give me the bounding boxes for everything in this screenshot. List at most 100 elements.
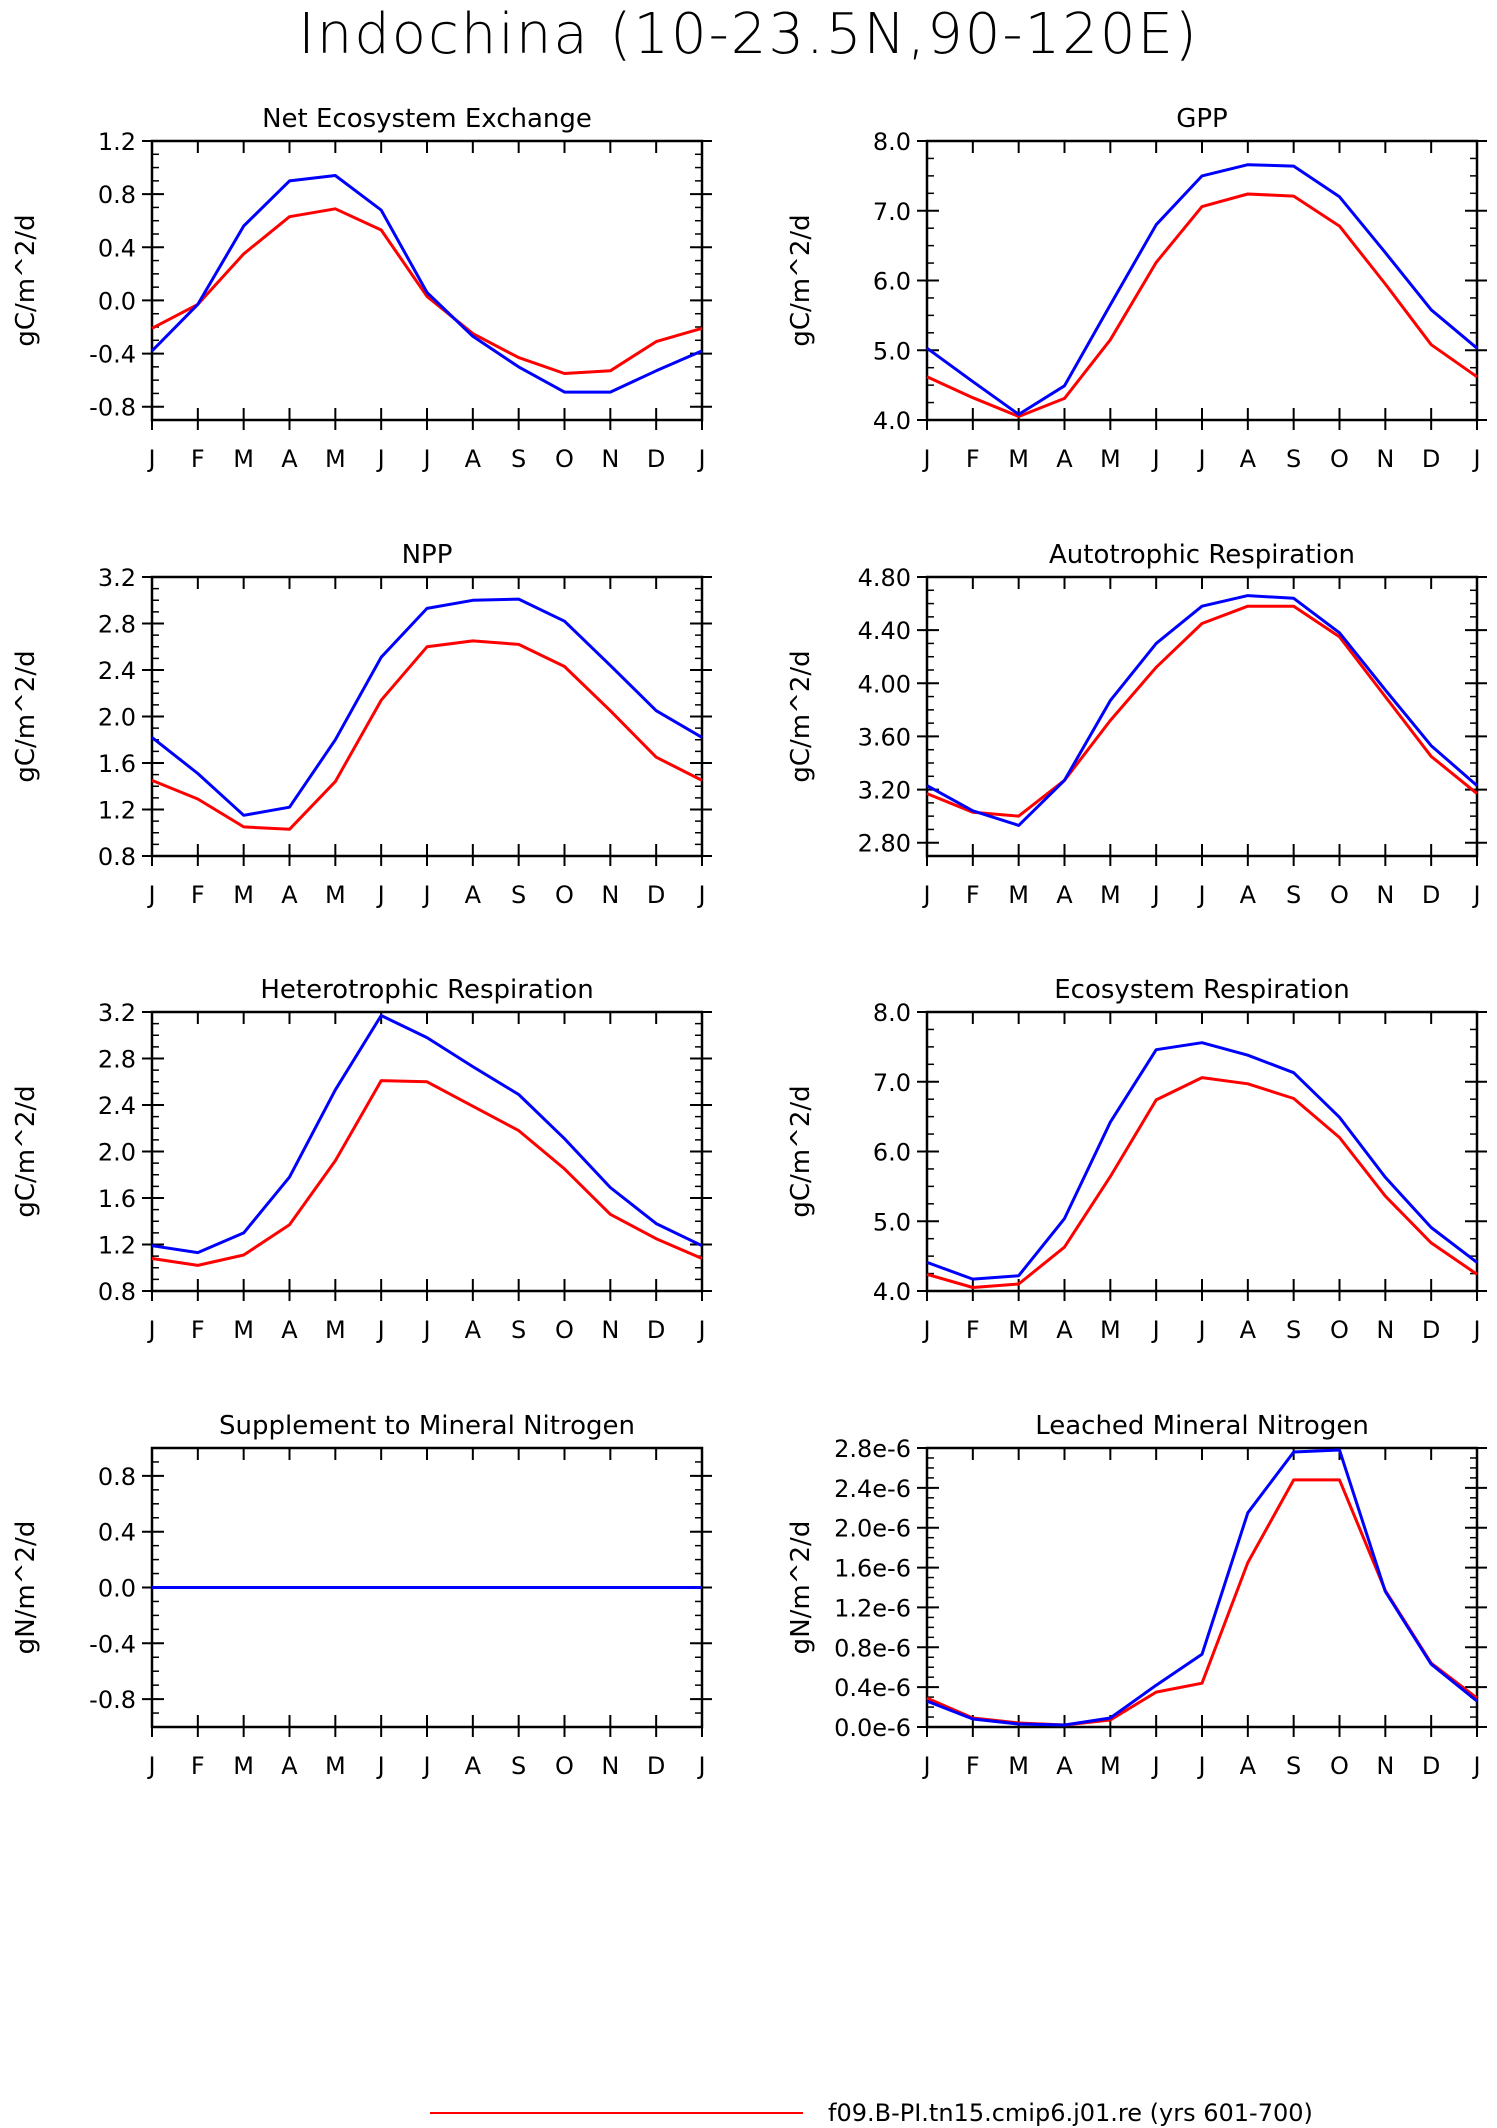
y-tick-label: 0.0 <box>98 287 136 315</box>
y-axis-label: gC/m^2/d <box>786 650 816 782</box>
x-tick-label: N <box>1376 1316 1394 1344</box>
chart-title: Autotrophic Respiration <box>1049 540 1355 570</box>
plot-frame <box>150 139 704 422</box>
x-tick-label: J <box>146 445 155 473</box>
x-tick-label: A <box>281 445 298 473</box>
y-tick-label: 0.4e-6 <box>834 1674 911 1702</box>
x-tick-label: J <box>696 445 705 473</box>
x-tick-label: O <box>1330 445 1349 473</box>
chart-title: GPP <box>1176 104 1228 134</box>
x-tick-label: J <box>146 1752 155 1780</box>
x-tick-label: F <box>191 1316 205 1344</box>
x-tick-label: J <box>696 1316 705 1344</box>
y-tick-label: 0.8 <box>98 1463 136 1491</box>
y-tick-label: 6.0 <box>873 268 911 296</box>
y-tick-label: 7.0 <box>873 1069 911 1097</box>
x-tick-label: M <box>1100 1316 1121 1344</box>
x-tick-label: F <box>191 1752 205 1780</box>
x-tick-label: O <box>555 1752 574 1780</box>
y-tick-label: 1.6e-6 <box>834 1555 911 1583</box>
y-tick-label: 1.2e-6 <box>834 1594 911 1622</box>
x-tick-label: A <box>465 445 482 473</box>
x-tick-label: J <box>376 1752 385 1780</box>
y-tick-label: 1.2 <box>98 128 136 156</box>
x-tick-label: A <box>1240 1316 1257 1344</box>
x-tick-label: A <box>1056 1316 1073 1344</box>
x-tick-label: A <box>1056 881 1073 909</box>
x-tick-label: J <box>921 1752 930 1780</box>
x-tick-label: M <box>325 445 346 473</box>
x-tick-label: D <box>1422 445 1440 473</box>
series-line-2 <box>151 597 703 817</box>
y-tick-label: 4.0 <box>873 1278 911 1306</box>
y-tick-label: 1.2 <box>98 1232 136 1260</box>
x-tick-label: S <box>511 881 526 909</box>
y-tick-label: 0.0 <box>98 1575 136 1603</box>
x-tick-label: D <box>1422 1752 1440 1780</box>
y-tick-label: 0.4 <box>98 1519 136 1547</box>
series-line-2 <box>926 1448 1478 1727</box>
x-tick-label: O <box>555 445 574 473</box>
series-line-1 <box>926 1076 1478 1289</box>
y-tick-label: 0.4 <box>98 234 136 262</box>
x-tick-label: F <box>966 881 980 909</box>
x-tick-label: S <box>1286 445 1301 473</box>
x-tick-label: O <box>1330 881 1349 909</box>
x-tick-label: M <box>325 1752 346 1780</box>
y-tick-label: 1.6 <box>98 750 136 778</box>
x-tick-label: J <box>1471 445 1480 473</box>
y-axis-label: gC/m^2/d <box>786 214 816 346</box>
x-tick-label: J <box>1471 1316 1480 1344</box>
series-line-1 <box>151 1079 703 1267</box>
y-tick-label: 8.0 <box>873 999 911 1027</box>
page-title: Indochina (10-23.5N,90-120E) <box>298 2 1199 67</box>
plot-frame <box>925 139 1479 422</box>
x-tick-label: N <box>601 445 619 473</box>
y-tick-label: 8.0 <box>873 128 911 156</box>
y-tick-label: 2.0 <box>98 1139 136 1167</box>
plot-frame <box>150 1010 704 1293</box>
x-tick-label: F <box>966 445 980 473</box>
y-axis-label: gC/m^2/d <box>11 214 41 346</box>
x-tick-label: A <box>281 881 298 909</box>
x-tick-label: M <box>233 1752 254 1780</box>
x-tick-label: F <box>966 1752 980 1780</box>
x-tick-label: J <box>1196 1316 1205 1344</box>
x-tick-label: A <box>465 1752 482 1780</box>
x-tick-label: N <box>1376 445 1394 473</box>
x-tick-label: O <box>555 881 574 909</box>
chart-title: Heterotrophic Respiration <box>260 975 593 1005</box>
chart-title: Ecosystem Respiration <box>1054 975 1349 1005</box>
x-tick-label: J <box>1471 881 1480 909</box>
plot-frame <box>150 575 704 858</box>
x-tick-label: A <box>465 1316 482 1344</box>
series-line-1 <box>926 1478 1478 1727</box>
y-tick-label: -0.4 <box>89 1630 136 1658</box>
x-tick-label: J <box>696 1752 705 1780</box>
x-tick-label: D <box>647 445 665 473</box>
x-tick-label: J <box>1196 445 1205 473</box>
plot-frame <box>925 1010 1479 1293</box>
y-tick-label: 0.8 <box>98 1278 136 1306</box>
x-tick-label: A <box>281 1752 298 1780</box>
x-tick-label: M <box>1008 1316 1029 1344</box>
x-tick-label: D <box>647 881 665 909</box>
x-tick-label: M <box>233 881 254 909</box>
plot-frame <box>925 1446 1479 1729</box>
series-line-1 <box>926 192 1478 418</box>
x-tick-label: M <box>325 881 346 909</box>
y-tick-label: 3.2 <box>98 999 136 1027</box>
y-tick-label: -0.8 <box>89 394 136 422</box>
x-tick-label: A <box>1240 881 1257 909</box>
series-line-1 <box>926 604 1478 818</box>
x-tick-label: J <box>1151 881 1160 909</box>
x-tick-label: J <box>921 445 930 473</box>
y-tick-label: 5.0 <box>873 337 911 365</box>
y-tick-label: 2.8e-6 <box>834 1435 911 1463</box>
y-tick-label: 2.0 <box>98 704 136 732</box>
x-tick-label: S <box>1286 1752 1301 1780</box>
y-tick-label: 4.80 <box>858 564 911 592</box>
y-axis-label: gN/m^2/d <box>786 1521 816 1655</box>
